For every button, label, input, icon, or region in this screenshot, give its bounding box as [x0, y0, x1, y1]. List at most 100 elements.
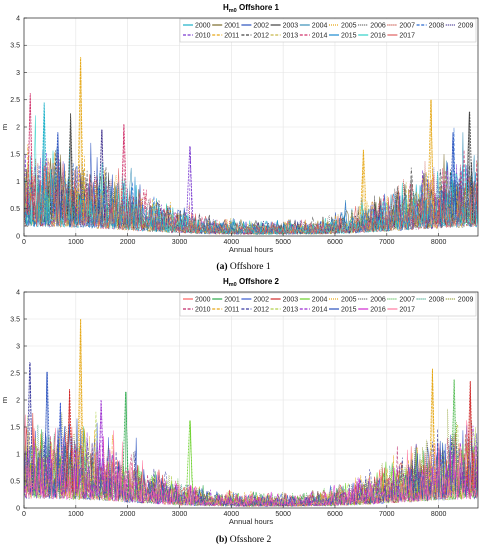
chart-panel-1: 0 1000 2000 3000 4000 5000 6000 7000 8000 0 0.5 1 1.…	[0, 3, 479, 254]
series-line-2017	[24, 160, 478, 235]
x-tick-label: 1000	[68, 511, 84, 518]
legend-label-2016: 2016	[370, 307, 386, 314]
y-tick-label: 4	[16, 289, 20, 296]
series-line-2013	[24, 158, 478, 236]
series-line-2012	[24, 362, 478, 508]
caption-b-text: Ofsshore 2	[227, 535, 272, 545]
y-tick-label: 0	[16, 505, 20, 512]
series-peak-2	[56, 402, 64, 492]
series-traces	[24, 57, 478, 236]
series-peak-10	[449, 132, 457, 220]
series-peak-1	[43, 371, 51, 492]
series-peak-0	[26, 362, 34, 492]
legend-box	[179, 18, 477, 43]
legend-label-2013: 2013	[283, 33, 299, 40]
legend: 2000 2001 2002 2003 2004 2005 2006 2007 2008 2009…	[179, 292, 477, 317]
x-tick-label: 4000	[224, 239, 240, 246]
chart-title: Hm0 Offshore 2	[223, 277, 280, 288]
series-peak-7	[186, 420, 194, 492]
legend-label-2008: 2008	[429, 23, 445, 30]
caption-a: (a) Offshore 1	[0, 262, 487, 272]
x-tick-label: 3000	[172, 511, 188, 518]
y-tick-label: 0	[16, 233, 20, 240]
series-peak-0	[26, 93, 34, 220]
x-tick-label: 2000	[120, 239, 136, 246]
legend-box	[179, 292, 477, 317]
series-line-2015	[24, 371, 478, 508]
caption-b: (b) Ofsshore 2	[0, 535, 487, 545]
series-peak-11	[466, 111, 474, 220]
y-tick-label: 1.5	[10, 152, 20, 159]
legend-label-2016: 2016	[370, 33, 386, 40]
y-tick-label: 3.5	[10, 43, 20, 50]
caption-a-text: Offshore 1	[227, 262, 271, 272]
series-peak-1	[40, 102, 48, 220]
y-tick-label: 1.5	[10, 424, 20, 431]
series-peak-8	[360, 149, 367, 220]
x-tick-label: 8000	[431, 239, 447, 246]
legend-label-2002: 2002	[253, 297, 269, 304]
legend-label-2008: 2008	[429, 297, 445, 304]
legend-label-2003: 2003	[283, 23, 299, 30]
series-line-2016	[24, 115, 478, 236]
caption-b-letter: (b)	[215, 535, 228, 545]
x-tick-label: 0	[22, 239, 26, 246]
legend-label-2001: 2001	[224, 297, 240, 304]
series-peak-6	[122, 391, 129, 492]
chart-panel-2: 0 1000 2000 3000 4000 5000 6000 7000 8000 0 0.5 1 1.…	[0, 277, 479, 526]
legend-label-2001: 2001	[224, 23, 240, 30]
legend-label-2007: 2007	[399, 297, 415, 304]
legend-label-2000: 2000	[195, 23, 211, 30]
x-tick-label: 0	[22, 511, 26, 518]
x-tick-label: 2000	[120, 511, 136, 518]
series-peak-9	[450, 379, 458, 492]
legend-label-2011: 2011	[224, 307, 239, 314]
series-peak-8	[429, 368, 436, 492]
y-axis-label: m	[0, 397, 9, 403]
legend: 2000 2001 2002 2003 2004 2005 2006 2007 2008 2009…	[179, 18, 477, 43]
legend-label-2007: 2007	[399, 23, 415, 30]
series-peak-4	[77, 318, 84, 492]
legend-label-2014: 2014	[312, 33, 328, 40]
y-tick-label: 3.5	[10, 316, 20, 323]
legend-label-2006: 2006	[370, 23, 386, 30]
series-peak-7	[186, 146, 194, 220]
legend-label-2003: 2003	[283, 297, 299, 304]
x-tick-label: 7000	[379, 239, 395, 246]
legend-label-2004: 2004	[312, 297, 328, 304]
x-tick-label: 6000	[327, 239, 343, 246]
y-tick-label: 2.5	[10, 97, 20, 104]
legend-label-2005: 2005	[341, 297, 357, 304]
series-peak-9	[427, 99, 435, 220]
legend-label-2002: 2002	[253, 23, 269, 30]
series-peak-6	[120, 124, 128, 220]
y-axis-label: m	[0, 124, 9, 130]
series-peak-3	[67, 113, 74, 220]
legend-label-2017: 2017	[399, 307, 415, 314]
series-peak-3	[66, 389, 73, 492]
y-tick-label: 1	[16, 451, 20, 458]
legend-label-2017: 2017	[399, 33, 415, 40]
legend-label-2000: 2000	[195, 297, 211, 304]
x-tick-label: 7000	[379, 511, 395, 518]
chart-title: Hm0 Offshore 1	[223, 3, 280, 14]
legend-label-2014: 2014	[312, 307, 328, 314]
series-peak-10	[466, 381, 474, 492]
x-axis-label: Annual hours	[229, 517, 273, 526]
y-tick-label: 2	[16, 397, 20, 404]
series-traces	[24, 318, 478, 508]
legend-label-2010: 2010	[195, 307, 211, 314]
series-peak-2	[54, 132, 62, 220]
x-tick-label: 6000	[327, 511, 343, 518]
x-tick-label: 5000	[275, 511, 291, 518]
series-line-2017	[24, 414, 478, 507]
x-tick-label: 3000	[172, 239, 188, 246]
y-tick-label: 4	[16, 15, 20, 22]
legend-label-2012: 2012	[253, 307, 269, 314]
series-line-2010	[24, 146, 478, 236]
legend-label-2015: 2015	[341, 307, 357, 314]
y-tick-label: 3	[16, 343, 20, 350]
legend-label-2012: 2012	[253, 33, 269, 40]
x-tick-label: 5000	[275, 239, 291, 246]
